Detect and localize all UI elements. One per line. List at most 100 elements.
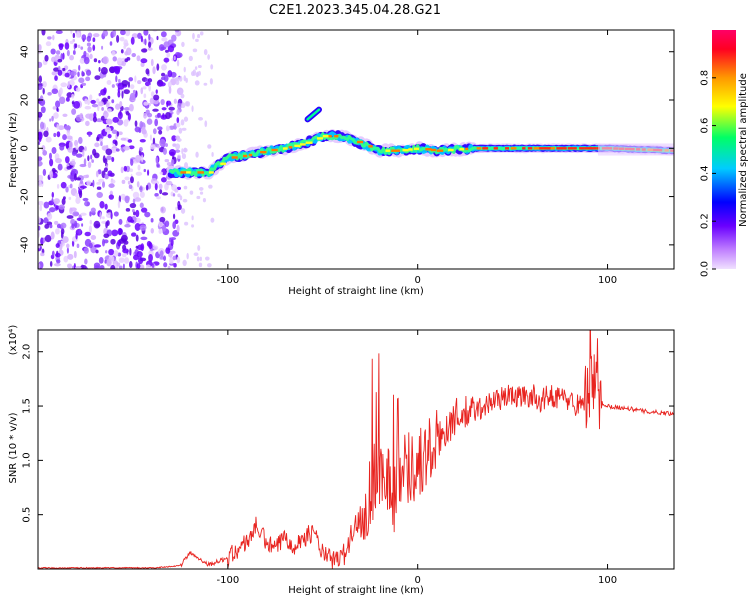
noise-speckle (156, 35, 159, 41)
noise-speckle (143, 101, 149, 106)
noise-speckle (99, 212, 102, 220)
noise-speckle (185, 101, 191, 107)
noise-speckle (66, 165, 72, 170)
noise-speckle (207, 144, 212, 149)
spec-y-tick-label: 40 (20, 45, 31, 58)
noise-speckle (52, 106, 57, 110)
noise-speckle (77, 71, 80, 77)
noise-speckle (177, 204, 182, 211)
noise-speckle (210, 64, 214, 70)
noise-speckle (91, 103, 99, 108)
noise-speckle (136, 263, 141, 269)
figure-title: C2E1.2023.345.04.28.G21 (269, 3, 441, 18)
noise-speckle (166, 126, 171, 131)
noise-speckle (126, 57, 131, 61)
track-core (590, 147, 597, 150)
noise-speckle (152, 245, 159, 251)
noise-speckle (143, 112, 147, 119)
track-core (436, 149, 444, 152)
noise-speckle (60, 82, 68, 88)
noise-speckle (145, 264, 151, 269)
noise-speckle (38, 111, 43, 118)
noise-speckle (100, 115, 105, 121)
noise-speckle (118, 131, 123, 136)
noise-speckle (51, 115, 54, 122)
noise-speckle (152, 137, 156, 145)
noise-speckle (140, 62, 145, 68)
noise-speckle (171, 135, 177, 142)
noise-speckle (98, 66, 101, 72)
noise-speckle (134, 223, 141, 231)
noise-speckle (123, 240, 129, 245)
colorbar-tick-label: 0.6 (700, 118, 711, 134)
noise-speckle (62, 52, 65, 60)
noise-speckle (93, 220, 101, 229)
noise-speckle (171, 34, 177, 42)
noise-speckle (159, 256, 165, 260)
track-core (197, 171, 204, 174)
noise-speckle (163, 74, 169, 82)
noise-speckle (181, 153, 187, 160)
track-core (527, 147, 533, 150)
noise-speckle (66, 92, 73, 98)
track-core (186, 171, 191, 174)
noise-speckle (71, 151, 77, 156)
noise-speckle (161, 224, 167, 232)
noise-speckle (111, 99, 115, 104)
noise-speckle (59, 144, 65, 151)
noise-speckle (71, 240, 75, 247)
noise-speckle (120, 137, 127, 141)
noise-speckle (176, 59, 180, 67)
noise-speckle (157, 145, 160, 149)
noise-speckle (148, 41, 152, 48)
track-core (448, 148, 454, 152)
noise-speckle (142, 86, 147, 90)
noise-speckle (83, 247, 89, 254)
noise-speckle (202, 197, 207, 203)
noise-speckle (79, 163, 87, 168)
noise-speckle (163, 262, 168, 268)
noise-speckle (87, 161, 92, 169)
noise-speckle (131, 33, 138, 39)
noise-speckle (172, 213, 176, 220)
noise-speckle (102, 30, 109, 37)
noise-speckle (90, 154, 93, 160)
noise-speckle (120, 49, 124, 54)
track-core (385, 149, 391, 152)
noise-speckle (149, 134, 152, 141)
noise-speckle (183, 75, 187, 82)
noise-speckle (175, 122, 181, 128)
noise-speckle (154, 118, 159, 127)
noise-speckle (52, 34, 55, 41)
noise-speckle (83, 56, 90, 65)
track-core (368, 145, 373, 148)
noise-speckle (139, 146, 143, 152)
noise-speckle (58, 96, 66, 105)
noise-speckle (106, 144, 109, 148)
noise-speckle (147, 78, 153, 83)
noise-speckle (143, 93, 147, 99)
noise-speckle (134, 93, 137, 98)
noise-speckle (211, 152, 214, 157)
noise-speckle (167, 70, 173, 78)
noise-speckle (191, 224, 195, 228)
noise-speckle (160, 31, 167, 38)
noise-speckle (147, 47, 153, 51)
noise-speckle (193, 252, 199, 257)
noise-speckle (183, 116, 189, 122)
noise-speckle (111, 129, 118, 134)
noise-speckle (108, 248, 115, 256)
noise-speckle (67, 81, 70, 89)
noise-speckle (178, 88, 184, 95)
noise-speckle (128, 103, 134, 112)
track-core (282, 147, 288, 150)
noise-speckle (51, 88, 59, 95)
track-core (231, 156, 238, 159)
noise-speckle (67, 147, 74, 153)
noise-speckle (96, 118, 103, 123)
noise-speckle (135, 209, 140, 218)
noise-speckle (147, 169, 150, 176)
noise-speckle (125, 110, 130, 116)
noise-speckle (124, 257, 130, 264)
noise-speckle (40, 252, 45, 257)
